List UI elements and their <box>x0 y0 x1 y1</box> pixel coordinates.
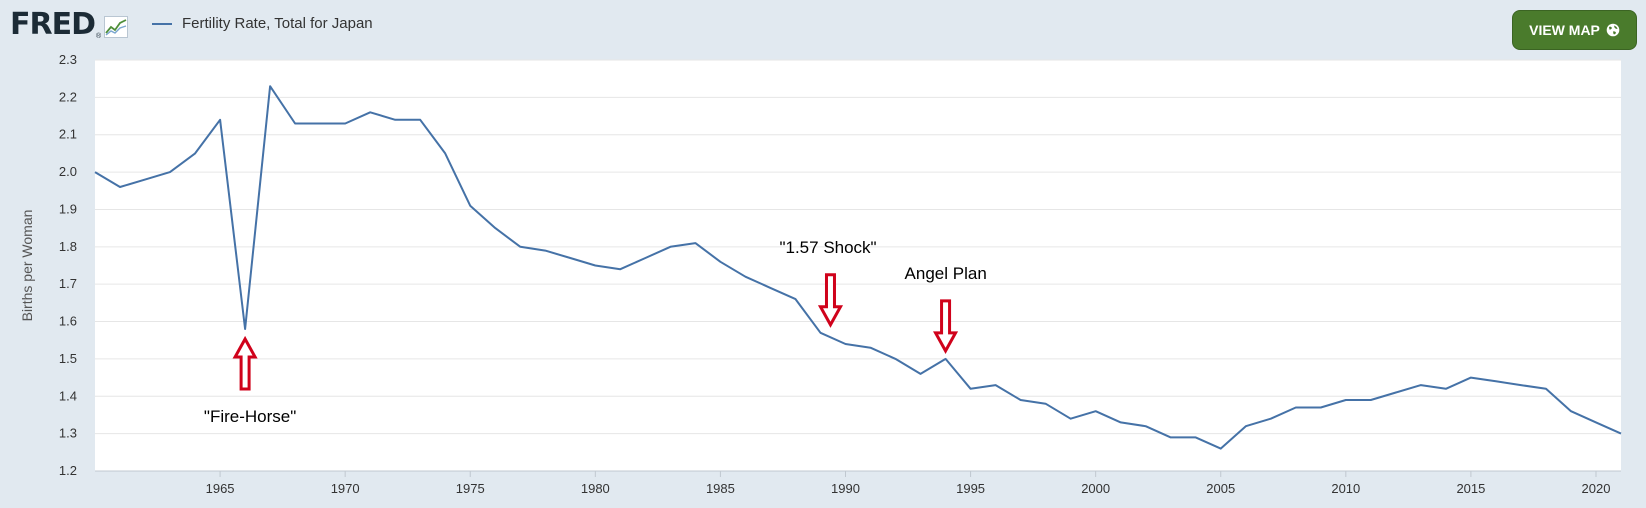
view-map-button[interactable]: VIEW MAP <box>1512 10 1637 50</box>
x-tick-label: 1995 <box>956 481 985 496</box>
y-tick-label: 1.6 <box>59 314 77 329</box>
x-tick-label: 1990 <box>831 481 860 496</box>
y-tick-label: 1.7 <box>59 276 77 291</box>
annotation-label: "1.57 Shock" <box>779 238 876 257</box>
x-tick-label: 2000 <box>1081 481 1110 496</box>
x-tick-label: 1980 <box>581 481 610 496</box>
mini-chart-icon <box>104 16 129 38</box>
globe-icon <box>1606 23 1620 37</box>
x-tick-label: 2020 <box>1582 481 1611 496</box>
y-tick-label: 2.0 <box>59 164 77 179</box>
fred-logo-text: FRED <box>10 7 96 42</box>
x-tick-label: 1975 <box>456 481 485 496</box>
view-map-label: VIEW MAP <box>1529 22 1600 38</box>
x-tick-label: 2010 <box>1331 481 1360 496</box>
annotation-label: "Fire-Horse" <box>204 407 296 426</box>
legend-series-label: Fertility Rate, Total for Japan <box>182 15 373 32</box>
y-tick-label: 2.1 <box>59 127 77 142</box>
x-tick-label: 2005 <box>1206 481 1235 496</box>
x-tick-label: 1965 <box>206 481 235 496</box>
y-tick-label: 2.3 <box>59 52 77 67</box>
annotation-arrow-down-icon <box>933 299 959 354</box>
annotation-arrow-up-icon <box>232 335 258 391</box>
plot-area <box>95 60 1621 471</box>
y-tick-label: 1.2 <box>59 463 77 478</box>
x-tick-label: 1970 <box>331 481 360 496</box>
registered-mark: ® <box>96 32 102 40</box>
chart-legend: Fertility Rate, Total for Japan <box>152 15 373 32</box>
y-tick-label: 1.3 <box>59 426 77 441</box>
x-tick-label: 1985 <box>706 481 735 496</box>
fred-logo[interactable]: FRED ® <box>10 7 129 42</box>
y-tick-label: 1.8 <box>59 239 77 254</box>
x-tick-label: 2015 <box>1456 481 1485 496</box>
y-tick-label: 1.4 <box>59 388 77 403</box>
series-line-0[interactable] <box>94 85 1622 450</box>
y-tick-label: 1.5 <box>59 351 77 366</box>
annotation-arrow-down-icon <box>817 273 844 328</box>
y-tick-label: 1.9 <box>59 201 77 216</box>
annotation-label: Angel Plan <box>905 264 987 283</box>
legend-series-line <box>152 22 172 25</box>
y-tick-label: 2.2 <box>59 89 77 104</box>
y-axis-title: Births per Woman <box>19 210 35 322</box>
